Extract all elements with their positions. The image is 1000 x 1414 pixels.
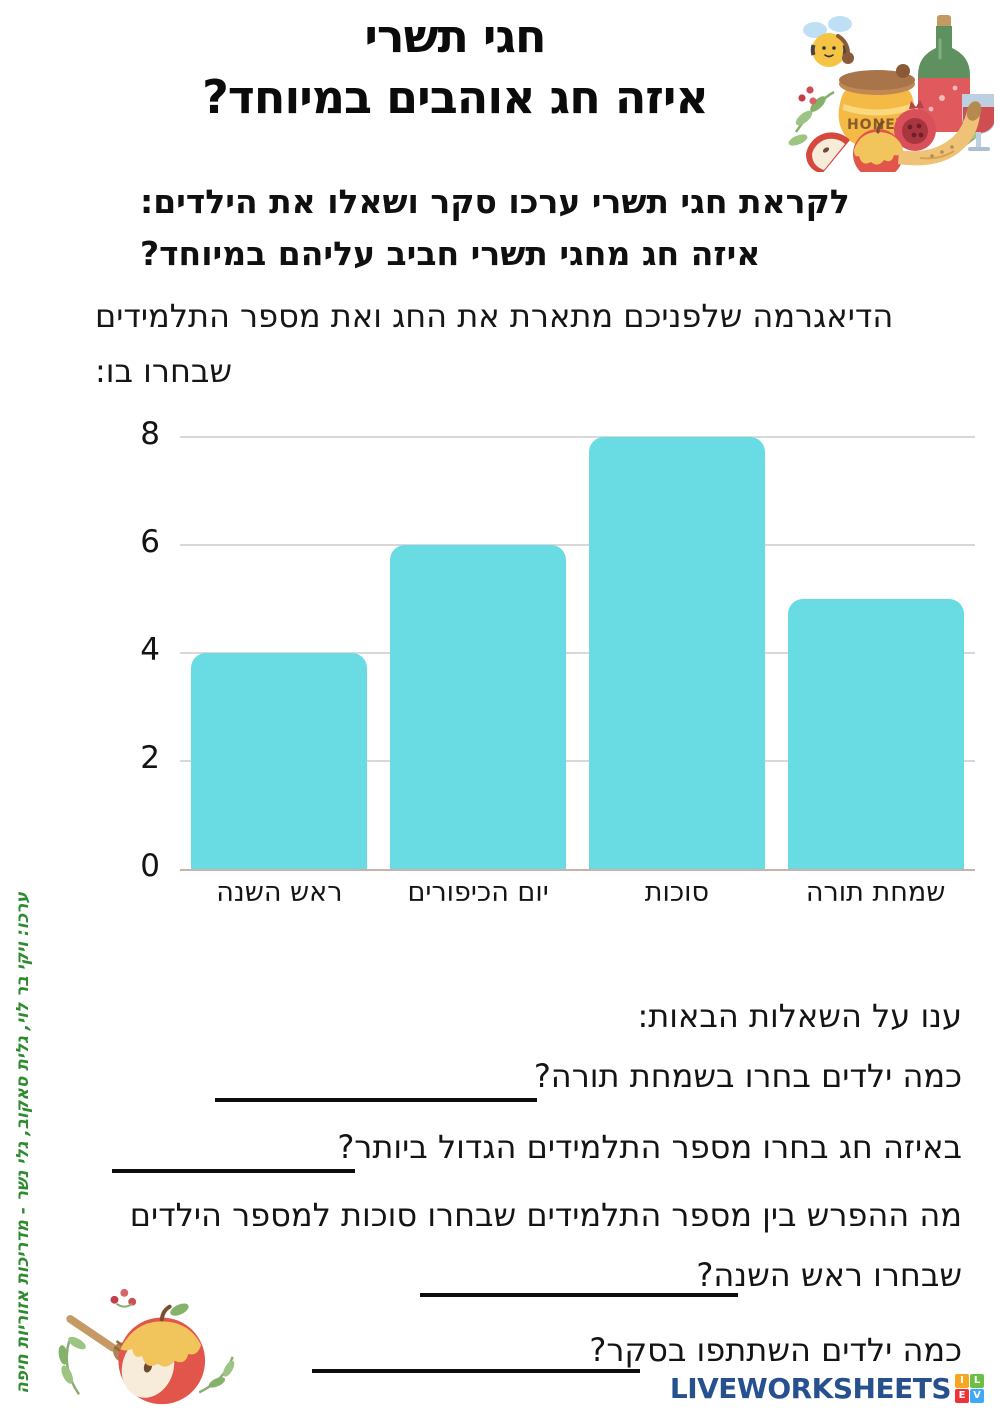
logo-square-v: V — [970, 1389, 984, 1403]
logo-square-l: L — [970, 1374, 984, 1388]
intro-bold-line-2: איזה חג מחגי תשרי חביב עליהם במיוחד? — [140, 234, 761, 273]
y-axis-tick-label: 4 — [140, 632, 160, 668]
question-2: באיזה חג בחרו מספר התלמידים הגדול ביותר? — [337, 1128, 962, 1166]
title-line-2: איזה חג אוהבים במיוחד? — [202, 69, 709, 124]
x-axis-category-label: שמחת תורה — [805, 877, 946, 908]
credit-text: ערכו: ויקי בר לוי, גלית סאקוב, גלי נשר -… — [13, 892, 33, 1394]
x-axis-category-label: יום הכיפורים — [407, 877, 549, 908]
intro-line-2: שבחרו בו: — [95, 352, 233, 390]
chart-bar-0 — [191, 653, 368, 869]
answer-blank-1[interactable] — [215, 1098, 537, 1102]
chart-gridline — [180, 652, 975, 654]
honey-apple-clipart — [58, 1288, 235, 1405]
liveworksheets-logo-text: LIVEWORKSHEETS — [669, 1372, 952, 1405]
title-line-1: חגי תשרי — [364, 9, 546, 63]
honey-jar-label: HONEY — [847, 117, 907, 133]
chart-gridline — [180, 760, 975, 762]
x-axis-category-label: ראש השנה — [216, 877, 343, 908]
x-axis-line — [180, 869, 975, 871]
y-axis-tick-label: 8 — [140, 416, 160, 452]
chart-bar-2 — [588, 437, 765, 869]
shofar-icon — [898, 101, 982, 166]
berries-icon — [110, 1288, 137, 1308]
honey-apple-icon — [118, 1303, 206, 1405]
honey-apple-icon — [853, 120, 903, 172]
chart-bar-1 — [390, 545, 567, 869]
intro-line-1: הדיאגרמה שלפניכם מתארת את החג ואת מספר ה… — [95, 297, 894, 335]
question-4: כמה ילדים השתתפו בסקר? — [589, 1331, 962, 1369]
apple-slice-icon — [806, 132, 850, 172]
logo-square-e: E — [955, 1389, 969, 1403]
chart-gridline — [180, 436, 975, 438]
chart-bar-3 — [787, 599, 964, 869]
x-axis-category-label: סוכות — [644, 877, 709, 908]
honey-jar-icon: HONEY — [838, 64, 916, 148]
y-axis-tick-label: 2 — [140, 740, 160, 776]
intro-bold-line-1: לקראת חגי תשרי ערכו סקר ושאלו את הילדים: — [140, 182, 850, 221]
y-axis-tick-label: 0 — [140, 848, 160, 884]
bee-icon — [803, 16, 854, 67]
page-title: חגי תשרי איזה חג אוהבים במיוחד? — [55, 6, 855, 127]
question-1: כמה ילדים בחרו בשמחת תורה? — [533, 1057, 962, 1095]
leaves-decoration-icon — [58, 1336, 235, 1396]
pomegranate-icon — [894, 100, 936, 151]
question-3-line-2: שבחרו ראש השנה? — [696, 1256, 962, 1294]
logo-square-i: I — [955, 1374, 969, 1388]
chart-gridline — [180, 544, 975, 546]
question-3-line-1: מה ההפרש בין מספר התלמידים שבחרו סוכות ל… — [129, 1196, 962, 1234]
y-axis-tick-label: 6 — [140, 524, 160, 560]
rosh-hashanah-clipart: HONEY — [788, 15, 994, 172]
answer-blank-4[interactable] — [312, 1369, 640, 1373]
questions-heading: ענו על השאלות הבאות: — [637, 997, 962, 1035]
answer-blank-2[interactable] — [112, 1169, 355, 1173]
answer-blank-3[interactable] — [420, 1293, 738, 1297]
